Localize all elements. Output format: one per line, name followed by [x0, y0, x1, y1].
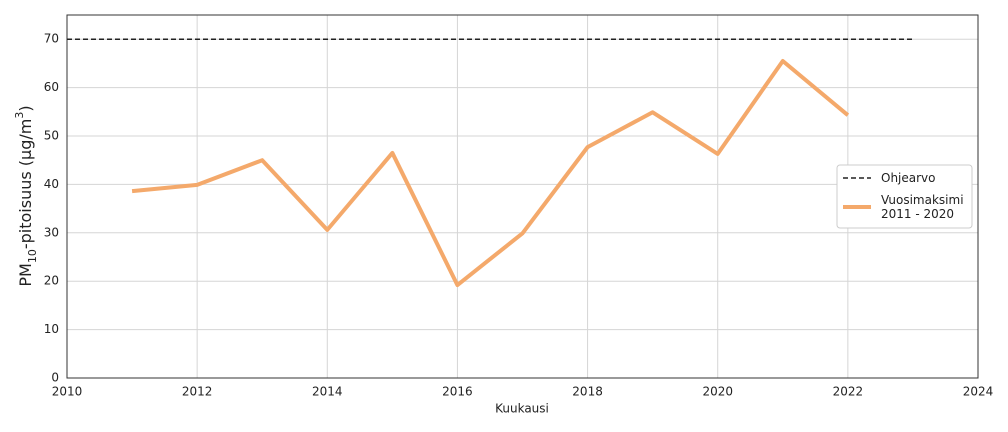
y-label-part: 10	[26, 249, 39, 263]
x-tick-label: 2010	[52, 385, 83, 399]
x-tick-label: 2022	[833, 385, 864, 399]
data-line	[131, 58, 850, 288]
y-tick-label: 30	[44, 225, 59, 239]
x-tick-label: 2012	[182, 385, 213, 399]
y-tick-label: 70	[44, 32, 59, 46]
plot-frame	[66, 14, 979, 379]
y-tick-label: 40	[44, 177, 59, 191]
y-label-part: PM	[16, 263, 35, 286]
x-tick-label: 2018	[572, 385, 603, 399]
y-tick-label: 10	[44, 322, 59, 336]
y-axis-label: PM10-pitoisuus (µg/m3)	[13, 105, 39, 286]
x-tick-label: 2020	[702, 385, 733, 399]
y-tick-label: 60	[44, 80, 59, 94]
legend-box	[836, 164, 973, 229]
y-tick-label: 50	[44, 129, 59, 143]
y-label-part: -pitoisuus (µg/m	[16, 119, 35, 249]
x-tick-label: 2014	[312, 385, 343, 399]
y-label-part: )	[16, 105, 35, 111]
y-tick-label: 20	[44, 274, 59, 288]
y-tick-label: 0	[51, 371, 59, 385]
legend: Ohjearvo Vuosimaksimi 2011 - 2020	[836, 164, 973, 229]
legend-label: Vuosimaksimi 2011 - 2020	[881, 193, 964, 221]
legend-label: Ohjearvo	[881, 171, 936, 185]
y-label-part: 3	[13, 112, 26, 119]
x-tick-label: 2024	[963, 385, 994, 399]
x-tick-label: 2016	[442, 385, 473, 399]
x-axis-label: Kuukausi	[495, 402, 549, 416]
